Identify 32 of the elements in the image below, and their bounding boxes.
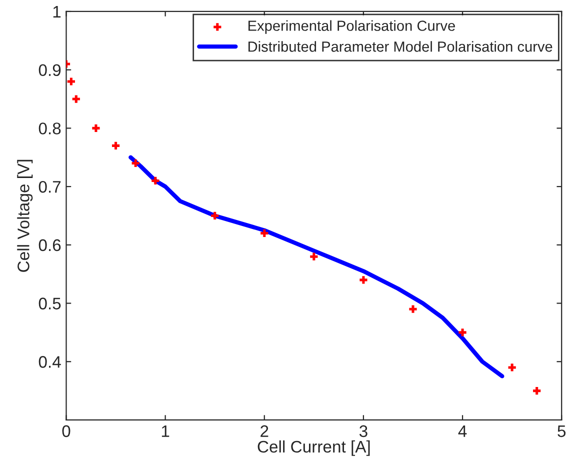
x-tick-label: 2: [260, 425, 268, 437]
point: [409, 305, 417, 313]
x-tick-label: 0: [62, 425, 70, 438]
y-tick-label: 0.5: [38, 298, 61, 310]
point: [211, 212, 219, 220]
y-tick-label: 0.9: [38, 64, 61, 76]
y-tick-label: 0.7: [38, 180, 61, 193]
x-tick-label: 3: [359, 425, 368, 438]
x-tick-label: 5: [558, 425, 566, 438]
line-series: [128, 155, 504, 378]
y-tick-label: 1: [53, 6, 61, 18]
point: [260, 229, 268, 238]
x-axis-title: Cell Current [A]: [258, 440, 370, 456]
point: [112, 142, 120, 150]
point: [67, 78, 75, 86]
y-tick-label: 0.8: [38, 122, 61, 134]
point: [152, 176, 160, 185]
y-axis-title: Cell Voltage [V]: [17, 160, 33, 272]
point: [533, 387, 541, 395]
legend-label: Distributed Parameter Model Polarisation curve: [248, 41, 552, 52]
legend-label: Experimental Polarisation Curve: [248, 20, 455, 34]
point: [310, 252, 318, 260]
y-tick-label: 0.4: [38, 356, 61, 368]
point: [508, 364, 516, 372]
point: [72, 95, 80, 103]
x-tick-label: 1: [162, 425, 170, 437]
point: [360, 276, 368, 284]
point: [132, 159, 140, 168]
x-tick-label: 4: [458, 425, 467, 437]
y-tick-label: 0.6: [38, 239, 61, 252]
point: [458, 328, 466, 336]
point: [92, 124, 100, 132]
